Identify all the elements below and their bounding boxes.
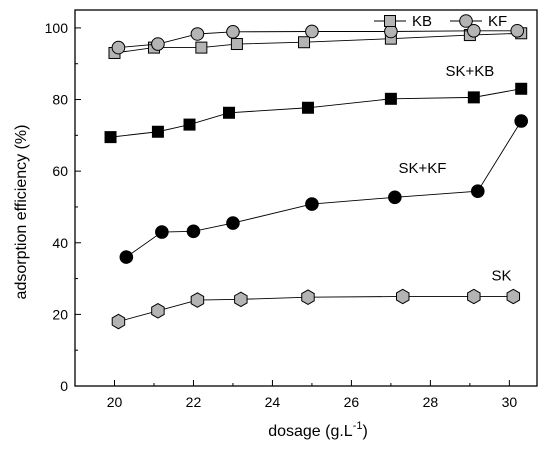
legend: KB KF bbox=[374, 13, 507, 30]
data-point bbox=[515, 82, 528, 95]
data-point bbox=[151, 37, 165, 51]
series-layer: SK+KB SK+KF SK bbox=[104, 23, 529, 330]
x-tick-label: 20 bbox=[107, 394, 123, 410]
data-point bbox=[151, 125, 164, 138]
series-line bbox=[118, 296, 514, 322]
legend-item-kf: KF bbox=[450, 13, 507, 30]
series-sk-plus-kb bbox=[104, 82, 528, 144]
data-point bbox=[104, 131, 117, 144]
data-point bbox=[305, 197, 319, 211]
x-tick-label: 22 bbox=[186, 394, 202, 410]
data-point bbox=[396, 288, 410, 305]
plot-frame bbox=[74, 9, 538, 387]
data-point bbox=[234, 291, 248, 308]
series-line bbox=[110, 88, 522, 138]
data-point bbox=[190, 292, 205, 308]
x-tick-label: 28 bbox=[423, 394, 439, 410]
legend-label: KF bbox=[488, 13, 507, 30]
data-point bbox=[467, 23, 481, 38]
x-axis-label-superscript: -1 bbox=[353, 420, 363, 432]
data-point bbox=[470, 184, 485, 198]
y-tick-label: 20 bbox=[52, 306, 68, 322]
y-tick-label: 100 bbox=[45, 20, 69, 36]
data-point bbox=[506, 288, 521, 305]
y-tick-label: 40 bbox=[52, 235, 68, 251]
data-point bbox=[230, 38, 243, 51]
series-line bbox=[126, 120, 522, 258]
plot-border bbox=[74, 9, 538, 387]
data-point bbox=[186, 224, 201, 239]
data-point bbox=[298, 36, 311, 49]
data-point bbox=[226, 25, 240, 39]
y-tick-label: 60 bbox=[52, 163, 68, 179]
y-tick-label: 80 bbox=[52, 92, 68, 108]
x-axis-label-close: ) bbox=[362, 423, 367, 440]
data-point bbox=[195, 41, 208, 54]
data-point bbox=[510, 23, 525, 38]
data-point bbox=[190, 27, 205, 41]
data-point bbox=[514, 114, 529, 128]
series-sk bbox=[111, 288, 521, 330]
data-point bbox=[384, 92, 397, 105]
legend-label: KB bbox=[412, 13, 432, 30]
series-annotation: SK+KB bbox=[445, 63, 494, 80]
data-point bbox=[111, 313, 126, 330]
data-point bbox=[111, 40, 126, 55]
data-point bbox=[467, 288, 481, 305]
legend-item-kb: KB bbox=[374, 13, 432, 30]
x-tick-label: 26 bbox=[344, 394, 360, 410]
data-point bbox=[388, 190, 402, 205]
series-sk-plus-kf bbox=[119, 114, 529, 264]
axis-ticks: 20 22 24 26 28 30 0 20 40 60 80 100 bbox=[45, 20, 518, 410]
data-point bbox=[301, 101, 314, 114]
x-tick-label: 30 bbox=[502, 394, 518, 410]
x-axis-label: dosage (g.L-1) bbox=[268, 420, 368, 440]
series-annotation: SK bbox=[491, 267, 511, 284]
data-point bbox=[119, 250, 134, 264]
series-line bbox=[114, 32, 522, 54]
data-point bbox=[223, 106, 235, 119]
data-point bbox=[301, 289, 315, 305]
series-annotation: SK+KF bbox=[399, 160, 447, 177]
legend-marker bbox=[459, 14, 473, 28]
x-tick-label: 24 bbox=[265, 394, 281, 410]
data-point bbox=[155, 225, 169, 239]
y-tick-label: 0 bbox=[60, 378, 68, 394]
data-point bbox=[226, 216, 240, 230]
legend-marker bbox=[384, 15, 396, 27]
series-kf bbox=[111, 23, 525, 55]
data-point bbox=[183, 118, 196, 131]
y-axis-label: adsorption efficiency (%) bbox=[13, 125, 30, 300]
data-point bbox=[151, 303, 165, 319]
data-point bbox=[305, 24, 319, 39]
data-point bbox=[467, 91, 480, 104]
data-point bbox=[384, 24, 398, 39]
